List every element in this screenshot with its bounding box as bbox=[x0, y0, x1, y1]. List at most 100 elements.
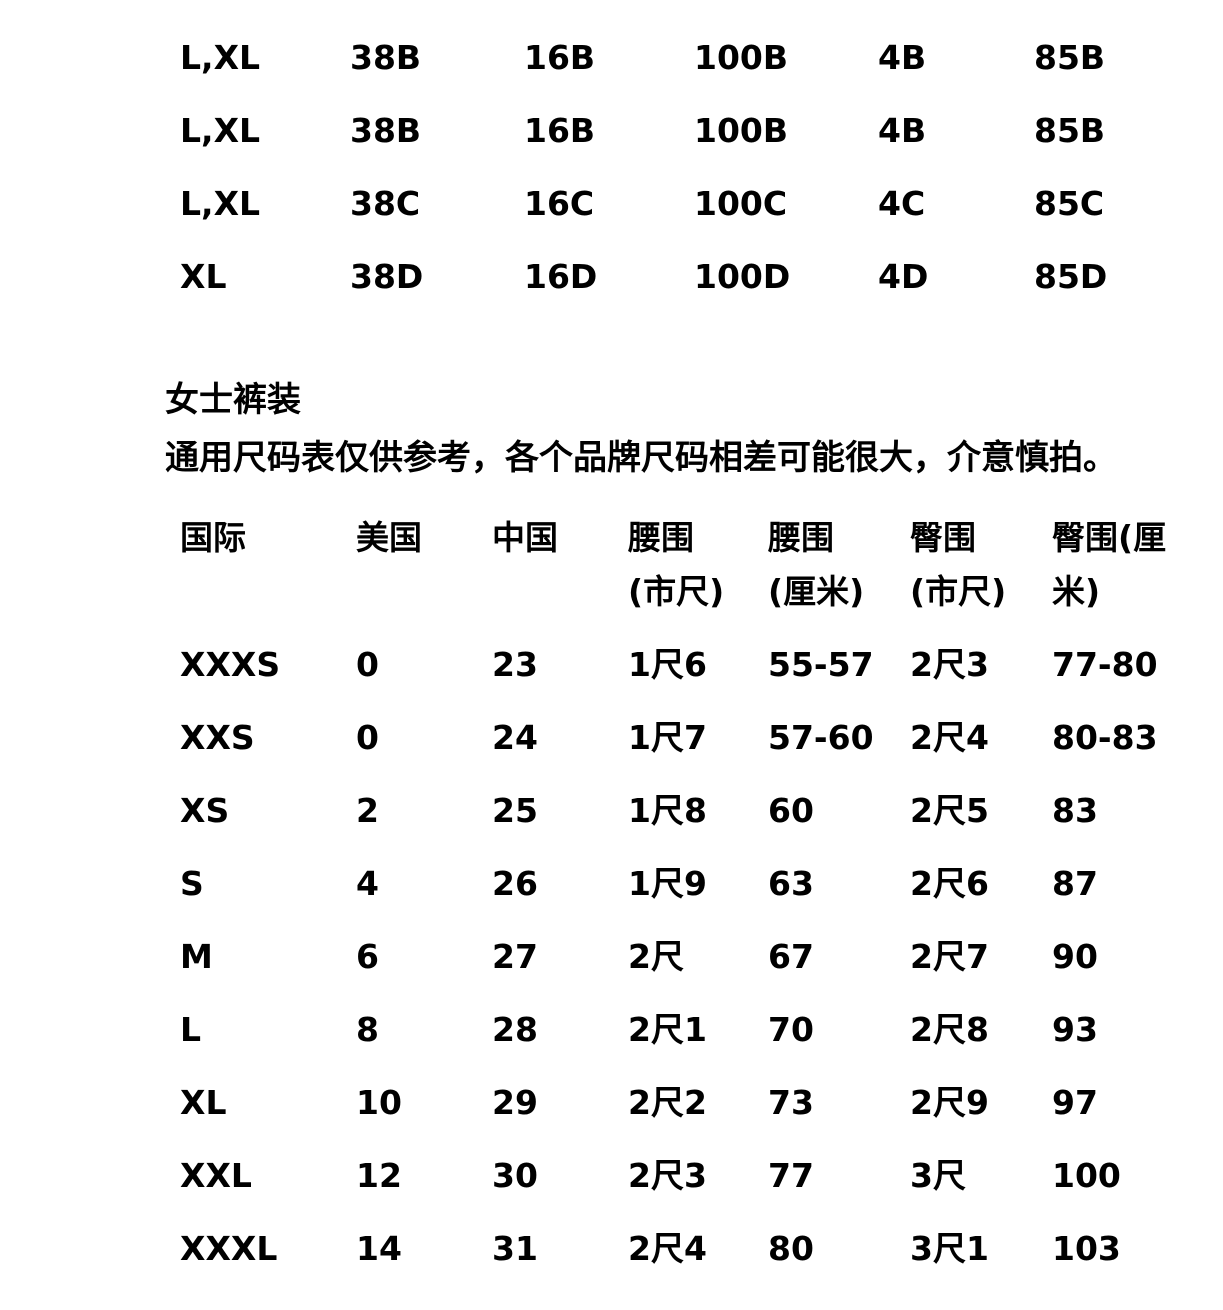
table-cell: 2尺3 bbox=[910, 645, 989, 684]
table-cell: 24 bbox=[492, 718, 538, 757]
table-cell: 85B bbox=[1034, 111, 1106, 150]
table-cell: 31 bbox=[492, 1229, 538, 1268]
table-cell: 100C bbox=[694, 184, 788, 223]
table-cell: 30 bbox=[492, 1156, 538, 1195]
column-header: 臀围 (市尺) bbox=[910, 511, 1006, 619]
table-cell: 2尺4 bbox=[910, 718, 989, 757]
column-header-line: 腰围 bbox=[768, 518, 834, 557]
table-cell: L bbox=[180, 1010, 202, 1049]
table-cell: 27 bbox=[492, 937, 538, 976]
table-cell: 80 bbox=[768, 1229, 814, 1268]
table-cell: 8 bbox=[356, 1010, 379, 1049]
table-cell: 85C bbox=[1034, 184, 1105, 223]
column-header-line: 国际 bbox=[180, 518, 246, 557]
table-cell: 77-80 bbox=[1052, 645, 1158, 684]
table-cell: 70 bbox=[768, 1010, 814, 1049]
table-cell: 2尺7 bbox=[910, 937, 989, 976]
column-header-line: (厘米) bbox=[768, 572, 865, 611]
table-cell: 1尺9 bbox=[628, 864, 707, 903]
table-cell: 26 bbox=[492, 864, 538, 903]
table-cell: 85D bbox=[1034, 257, 1108, 296]
table-cell: 1尺8 bbox=[628, 791, 707, 830]
column-header-line: 中国 bbox=[492, 518, 558, 557]
table-cell: 28 bbox=[492, 1010, 538, 1049]
column-header-line: (市尺) bbox=[628, 572, 725, 611]
table-cell: 100 bbox=[1052, 1156, 1121, 1195]
table-cell: 90 bbox=[1052, 937, 1098, 976]
table-cell: 2尺4 bbox=[628, 1229, 707, 1268]
table-cell: 77 bbox=[768, 1156, 814, 1195]
table-cell: 25 bbox=[492, 791, 538, 830]
table-cell: 100D bbox=[694, 257, 791, 296]
table-cell: 2尺3 bbox=[628, 1156, 707, 1195]
table-cell: 23 bbox=[492, 645, 538, 684]
column-header: 国际 bbox=[180, 511, 246, 565]
table-cell: 97 bbox=[1052, 1083, 1098, 1122]
column-header-line: 米) bbox=[1052, 572, 1101, 611]
table-cell: 2尺6 bbox=[910, 864, 989, 903]
table-cell: 87 bbox=[1052, 864, 1098, 903]
table-cell: 16B bbox=[524, 111, 596, 150]
table-cell: 0 bbox=[356, 718, 379, 757]
section-note: 通用尺码表仅供参考，各个品牌尺码相差可能很大，介意慎拍。 bbox=[165, 438, 1117, 478]
table-cell: 67 bbox=[768, 937, 814, 976]
column-header: 臀围(厘米) bbox=[1052, 511, 1166, 619]
column-header: 腰围 (厘米) bbox=[768, 511, 864, 619]
table-cell: 14 bbox=[356, 1229, 402, 1268]
table-cell: 3尺1 bbox=[910, 1229, 989, 1268]
table-cell: 2尺 bbox=[628, 937, 684, 976]
table-cell: 12 bbox=[356, 1156, 402, 1195]
table-cell: XXL bbox=[180, 1156, 252, 1195]
table-cell: 4 bbox=[356, 864, 379, 903]
table-cell: 2尺1 bbox=[628, 1010, 707, 1049]
table-cell: 85B bbox=[1034, 38, 1106, 77]
table-cell: 29 bbox=[492, 1083, 538, 1122]
table-cell: 16D bbox=[524, 257, 598, 296]
table-cell: 63 bbox=[768, 864, 814, 903]
table-cell: 6 bbox=[356, 937, 379, 976]
table-cell: L,XL bbox=[180, 184, 261, 223]
table-cell: S bbox=[180, 864, 204, 903]
table-cell: 2尺2 bbox=[628, 1083, 707, 1122]
table-cell: 4D bbox=[878, 257, 929, 296]
column-header-line: (市尺) bbox=[910, 572, 1007, 611]
column-header-line: 臀围(厘 bbox=[1052, 518, 1167, 557]
table-cell: 38B bbox=[350, 111, 422, 150]
table-cell: 16C bbox=[524, 184, 595, 223]
table-cell: 2尺9 bbox=[910, 1083, 989, 1122]
table-cell: 103 bbox=[1052, 1229, 1121, 1268]
table-cell: 60 bbox=[768, 791, 814, 830]
table-cell: 2尺5 bbox=[910, 791, 989, 830]
column-header-line: 臀围 bbox=[910, 518, 976, 557]
column-header: 腰围 (市尺) bbox=[628, 511, 724, 619]
table-cell: 38B bbox=[350, 38, 422, 77]
table-cell: 3尺 bbox=[910, 1156, 966, 1195]
table-cell: 57-60 bbox=[768, 718, 874, 757]
table-cell: 100B bbox=[694, 111, 789, 150]
table-cell: XXXS bbox=[180, 645, 281, 684]
table-cell: 4B bbox=[878, 111, 927, 150]
table-cell: 55-57 bbox=[768, 645, 874, 684]
table-cell: M bbox=[180, 937, 213, 976]
table-cell: XXXL bbox=[180, 1229, 278, 1268]
table-cell: 93 bbox=[1052, 1010, 1098, 1049]
table-cell: 38D bbox=[350, 257, 424, 296]
table-cell: 2 bbox=[356, 791, 379, 830]
table-cell: 4C bbox=[878, 184, 926, 223]
column-header-line: 美国 bbox=[356, 518, 422, 557]
section-heading: 女士裤装 bbox=[165, 380, 301, 420]
table-cell: 80-83 bbox=[1052, 718, 1158, 757]
table-cell: XS bbox=[180, 791, 230, 830]
column-header: 美国 bbox=[356, 511, 422, 565]
table-cell: 73 bbox=[768, 1083, 814, 1122]
table-cell: 1尺7 bbox=[628, 718, 707, 757]
table-cell: XL bbox=[180, 1083, 227, 1122]
table-cell: XL bbox=[180, 257, 227, 296]
column-header: 中国 bbox=[492, 511, 558, 565]
table-cell: 10 bbox=[356, 1083, 402, 1122]
table-cell: 4B bbox=[878, 38, 927, 77]
table-cell: XXS bbox=[180, 718, 255, 757]
column-header-line: 腰围 bbox=[628, 518, 694, 557]
table-cell: 83 bbox=[1052, 791, 1098, 830]
table-cell: 1尺6 bbox=[628, 645, 707, 684]
